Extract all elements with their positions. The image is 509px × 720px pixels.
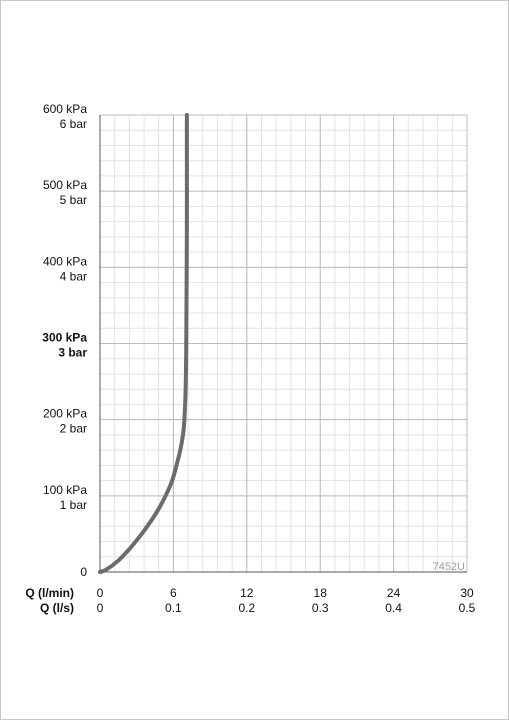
x-tick-label: 0.2	[238, 601, 255, 615]
x-tick-label: 0.1	[165, 601, 182, 615]
x-tick-label: 12	[240, 586, 254, 600]
x-tick-label: 0.4	[385, 601, 402, 615]
series-line-0	[98, 113, 189, 574]
y-tick-label: 600 kPa 6 bar	[43, 102, 87, 131]
series-layer	[98, 113, 189, 574]
major-grid	[99, 114, 468, 573]
x-tick-label: 6	[170, 586, 177, 600]
x-tick-label: 18	[314, 586, 328, 600]
x-tick-labels: Q (l/min) 0 6 12 18 24 30 Q (l/s) 0 0.1 0.2 0.3 0.4 0…	[25, 586, 475, 615]
chart-code-label: 7452U	[433, 561, 465, 573]
y-tick-label: 500 kPa 5 bar	[43, 178, 87, 207]
y-tick-label: 400 kPa 4 bar	[43, 254, 87, 283]
y-tick-label: 300 kPa 3 bar	[42, 331, 87, 360]
x-axis-label: Q (l/s)	[40, 601, 74, 615]
x-tick-label: 24	[387, 586, 401, 600]
y-tick-label: 0	[80, 565, 87, 579]
y-tick-labels: 0 100 kPa 1 bar 200 kPa 2 bar 300 kPa 3 bar 400…	[42, 102, 87, 579]
y-tick-label: 200 kPa 2 bar	[43, 407, 87, 436]
x-tick-label: 0	[97, 586, 104, 600]
x-tick-label: 30	[460, 586, 474, 600]
axes	[99, 115, 467, 573]
x-tick-label: 0.5	[459, 601, 476, 615]
x-tick-label: 0	[97, 601, 104, 615]
y-tick-label: 100 kPa 1 bar	[43, 483, 87, 512]
x-tick-label: 0.3	[312, 601, 329, 615]
x-axis-label: Q (l/min)	[25, 586, 74, 600]
